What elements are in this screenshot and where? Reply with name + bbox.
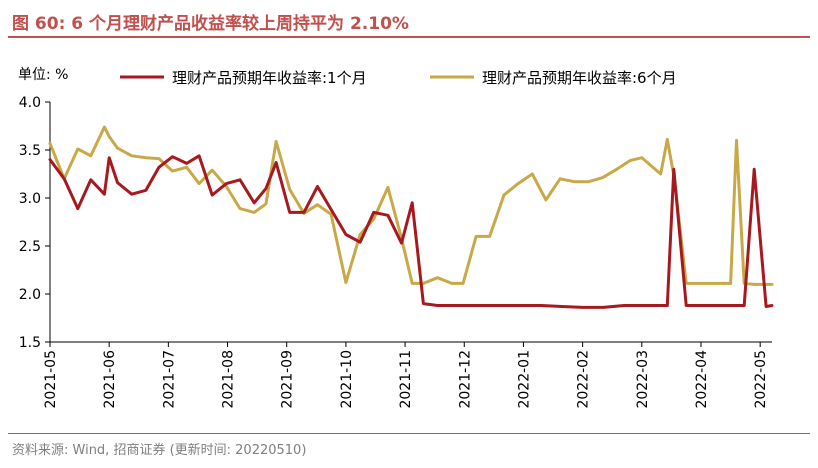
x-tick-label: 2022-03: [635, 350, 651, 409]
x-tick-label: 2022-04: [694, 350, 710, 409]
x-tick-label: 2021-10: [339, 350, 355, 409]
series-layer: [48, 125, 774, 309]
x-axis: 2021-05 2021-06 2021-07 2021-08 2021-09 2021-…: [43, 341, 772, 409]
x-tick-label: 2021-11: [398, 350, 414, 409]
x-tick-label: 2021-06: [102, 350, 118, 409]
x-tick-label: 2021-09: [280, 350, 296, 409]
x-tick-label: 2022-05: [753, 350, 769, 409]
y-tick-label: 3.5: [19, 143, 41, 159]
y-axis: 1.5 2.0 2.5 3.0 3.5 4.0: [19, 95, 51, 351]
source-note: 资料来源: Wind, 招商证券 (更新时间: 20220510): [12, 443, 307, 458]
x-tick-label: 2021-12: [457, 350, 473, 409]
figure-title: 图 60: 6 个月理财产品收益率较上周持平为 2.10%: [12, 14, 409, 34]
unit-label: 单位: %: [18, 67, 68, 83]
x-tick-label: 2022-02: [576, 350, 592, 409]
line-chart: 单位: % 理财产品预期年收益率:1个月 理财产品预期年收益率:6个月 1.5 2.…: [18, 67, 774, 409]
legend-label-1: 理财产品预期年收益率:1个月: [172, 69, 367, 87]
x-tick-label: 2022-01: [516, 350, 532, 409]
y-tick-label: 1.5: [19, 335, 41, 351]
footer-divider: [8, 433, 810, 434]
x-tick-label: 2021-05: [43, 350, 59, 409]
legend-label-2: 理财产品预期年收益率:6个月: [482, 69, 677, 87]
y-tick-label: 4.0: [19, 95, 41, 111]
y-tick-label: 2.5: [19, 239, 41, 255]
y-tick-label: 2.0: [19, 287, 41, 303]
title-bar: 图 60: 6 个月理财产品收益率较上周持平为 2.10%: [8, 4, 810, 38]
series-line-1m: [48, 154, 774, 309]
legend: 理财产品预期年收益率:1个月 理财产品预期年收益率:6个月: [120, 69, 677, 87]
y-tick-label: 3.0: [19, 191, 41, 207]
x-tick-label: 2021-08: [221, 350, 237, 409]
x-tick-label: 2021-07: [161, 350, 177, 409]
